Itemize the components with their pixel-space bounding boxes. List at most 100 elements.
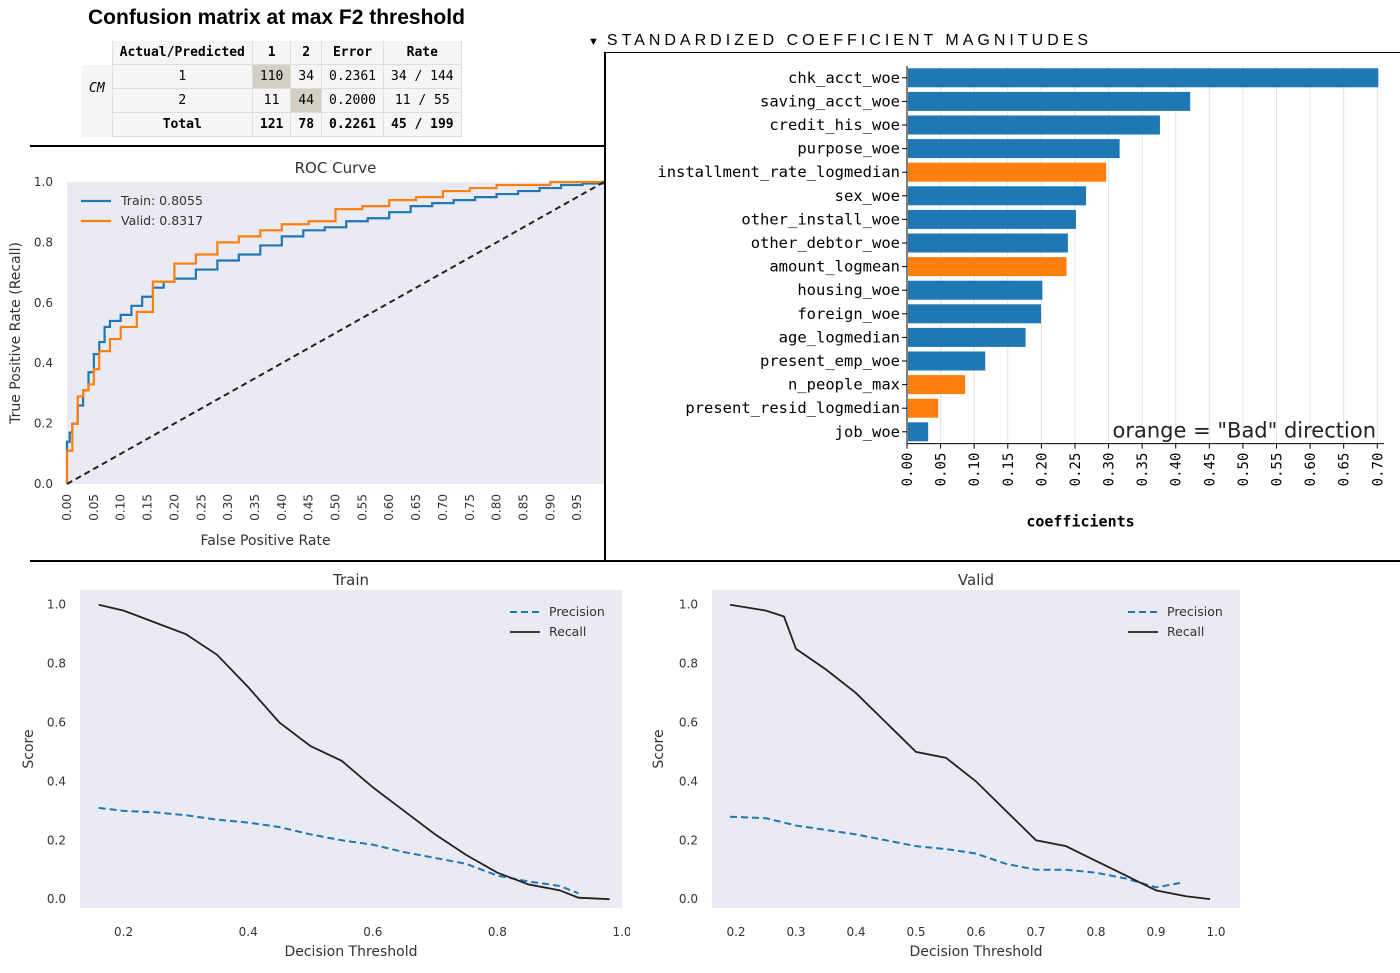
x-tick-label: 0.8 — [488, 925, 507, 939]
y-tick-label: 0.6 — [679, 716, 698, 730]
legend-label: Precision — [549, 604, 605, 619]
category-label: chk_acct_woe — [788, 69, 900, 87]
legend-label: Precision — [1167, 604, 1223, 619]
y-axis-label: True Positive Rate (Recall) — [8, 242, 24, 425]
coef-bar — [908, 91, 1191, 111]
x-axis-label: coefficients — [1026, 513, 1134, 531]
header-class-1: 1 — [252, 41, 292, 65]
x-tick-label: 0.20 — [1034, 453, 1050, 487]
divider-left-top — [30, 145, 604, 147]
x-tick-label: 0.25 — [1068, 453, 1084, 487]
header-rate: Rate — [383, 41, 462, 65]
x-tick-label: 0.35 — [1135, 453, 1151, 487]
cell-1-1: 110 — [252, 64, 292, 89]
x-tick-label: 0.40 — [275, 494, 289, 521]
x-tick-label: 0.50 — [1236, 453, 1252, 487]
coef-bar — [908, 162, 1107, 182]
x-tick-label: 0.4 — [239, 925, 258, 939]
x-tick-label: 0.85 — [516, 494, 530, 521]
category-label: purpose_woe — [797, 140, 900, 158]
roc-title: ROC Curve — [295, 159, 377, 177]
category-label: installment_rate_logmedian — [657, 163, 900, 181]
precision-line — [729, 815, 1181, 889]
corner-cell — [82, 41, 113, 65]
recall-line — [729, 603, 1211, 901]
cell-2-1: 11 — [252, 88, 292, 113]
diagonal-reference-line — [66, 181, 604, 485]
x-tick-label: 0.2 — [114, 925, 133, 939]
y-tick-label: 0.4 — [679, 774, 698, 788]
y-tick-label: 1.0 — [679, 598, 698, 612]
x-tick-label: 0.75 — [463, 494, 477, 521]
x-tick-label: 0.45 — [302, 494, 316, 521]
category-label: n_people_max — [788, 376, 900, 394]
x-tick-label: 0.05 — [934, 453, 950, 487]
y-tick-label: 1.0 — [34, 175, 53, 189]
y-tick-label: 0.0 — [47, 892, 66, 906]
category-label: housing_woe — [797, 281, 900, 299]
category-label: job_woe — [835, 423, 900, 441]
coef-bar — [908, 422, 929, 442]
x-tick-label: 0.5 — [906, 925, 925, 939]
y-tick-label: 0.8 — [34, 235, 53, 249]
x-tick-label: 0.3 — [786, 925, 805, 939]
header-error: Error — [321, 41, 384, 65]
y-tick-label: 0.6 — [34, 296, 53, 310]
coef-bar — [908, 139, 1120, 159]
x-tick-label: 0.7 — [1026, 925, 1045, 939]
coef-section-title: STANDARDIZED COEFFICIENT MAGNITUDES — [606, 32, 1093, 49]
x-tick-label: 0.10 — [114, 494, 128, 521]
x-tick-label: 0.65 — [409, 494, 423, 521]
divider-bottom — [30, 560, 1400, 562]
cell-2-2: 44 — [290, 88, 323, 113]
x-tick-label: 0.60 — [382, 494, 396, 521]
x-tick-label: 0.00 — [60, 494, 74, 521]
x-axis-label: Decision Threshold — [284, 944, 417, 960]
x-tick-label: 0.30 — [221, 494, 235, 521]
y-tick-label: 0.2 — [47, 833, 66, 847]
y-tick-label: 0.0 — [34, 477, 53, 491]
legend-label: Valid: 0.8317 — [121, 213, 203, 228]
x-tick-label: 0.55 — [1270, 453, 1286, 487]
coef-bar — [908, 327, 1026, 347]
category-label: saving_acct_woe — [760, 92, 900, 110]
coef-bar — [908, 209, 1076, 229]
collapse-triangle-icon[interactable]: ▼ — [588, 36, 599, 48]
direction-annotation: orange = "Bad" direction — [1113, 419, 1376, 443]
divider-right-top — [606, 52, 1400, 53]
x-tick-label: 0.70 — [436, 494, 450, 521]
coef-bar — [908, 115, 1160, 135]
coef-bar — [908, 304, 1042, 324]
legend-label: Recall — [549, 624, 586, 639]
coef-bar — [908, 186, 1087, 206]
confusion-matrix-title: Confusion matrix at max F2 threshold — [88, 6, 465, 29]
x-tick-label: 0.70 — [1370, 453, 1386, 487]
category-label: credit_his_woe — [769, 116, 900, 134]
y-tick-label: 0.4 — [34, 356, 53, 370]
y-tick-label: 1.0 — [47, 598, 66, 612]
category-label: present_resid_logmedian — [685, 399, 900, 417]
x-tick-label: 0.00 — [900, 453, 916, 487]
x-tick-label: 0.9 — [1146, 925, 1165, 939]
x-tick-label: 0.6 — [363, 925, 382, 939]
category-label: present_emp_woe — [760, 352, 900, 370]
roc-chart: ROC Curve 0.0 0.2 0.4 0.6 0.8 1.0 0.00 0.05 0.10 0… — [8, 159, 604, 549]
header-actual-predicted: Actual/Predicted — [112, 41, 253, 65]
x-axis-label: Decision Threshold — [909, 944, 1042, 960]
x-tick-label: 0.30 — [1102, 453, 1118, 487]
total-rate: 45 / 199 — [383, 112, 462, 137]
coef-bar — [908, 233, 1068, 253]
x-tick-label: 0.50 — [329, 494, 343, 521]
legend-label: Train: 0.8055 — [120, 193, 203, 208]
divider-vertical — [604, 52, 606, 562]
y-tick-label: 0.8 — [679, 657, 698, 671]
y-tick-label: 0.2 — [679, 833, 698, 847]
coef-bar — [908, 68, 1379, 88]
recall-line — [98, 603, 610, 901]
y-tick-label: 0.4 — [47, 774, 66, 788]
x-tick-label: 1.0 — [612, 925, 630, 939]
empty-cell — [82, 112, 113, 137]
coef-bar — [908, 398, 939, 418]
pr-valid-chart: Valid 0.0 0.2 0.4 0.6 0.8 1.0 0.2 0.3 0.4 0.5 0.6 0.… — [651, 571, 1240, 960]
coef-section-header[interactable]: ▼ STANDARDIZED COEFFICIENT MAGNITUDES — [588, 32, 1092, 50]
